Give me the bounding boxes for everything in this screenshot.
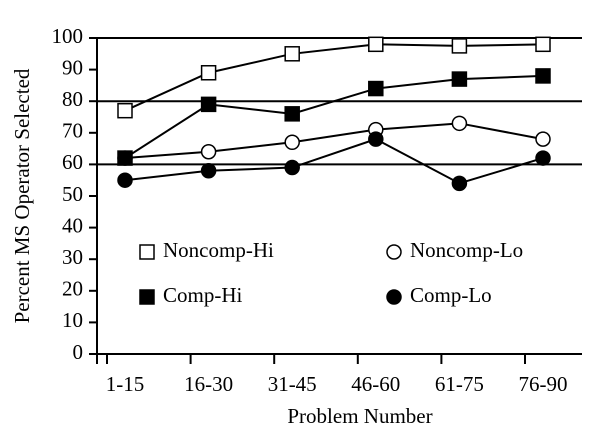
data-point xyxy=(200,65,217,81)
series-line xyxy=(124,43,544,112)
x-tick-label: 76-90 xyxy=(519,372,568,396)
data-point xyxy=(451,115,468,132)
data-point xyxy=(117,150,133,166)
data-point xyxy=(284,159,300,176)
x-tick-label: 61-75 xyxy=(435,372,484,396)
y-tick-label: 10 xyxy=(62,308,83,332)
data-point xyxy=(368,80,384,97)
y-tick-label: 80 xyxy=(62,87,83,111)
legend-marker xyxy=(386,289,402,305)
y-tick-label: 70 xyxy=(62,119,83,143)
data-point xyxy=(451,71,468,87)
data-point xyxy=(451,175,468,192)
data-point xyxy=(535,131,551,147)
data-point xyxy=(535,36,551,53)
data-point xyxy=(535,150,551,166)
y-axis-label: Percent MS Operator Selected xyxy=(10,68,34,323)
legend-label: Comp-Hi xyxy=(163,283,243,307)
data-point xyxy=(284,106,300,122)
series-line xyxy=(124,138,544,185)
legend-label: Noncomp-Lo xyxy=(410,238,523,262)
y-tick-label: 20 xyxy=(62,277,83,301)
data-point xyxy=(284,134,300,151)
y-tick-label: 90 xyxy=(62,55,83,79)
data-point xyxy=(368,36,384,53)
y-tick-label: 0 xyxy=(73,340,84,364)
y-tick-label: 40 xyxy=(62,213,83,237)
x-tick-label: 16-30 xyxy=(184,372,233,396)
series-line xyxy=(124,122,544,160)
legend-label: Comp-Lo xyxy=(410,283,492,307)
data-point xyxy=(284,46,300,62)
legend-label: Noncomp-Hi xyxy=(163,238,274,262)
y-tick-label: 50 xyxy=(62,182,83,206)
y-tick-label: 100 xyxy=(52,24,84,48)
data-point xyxy=(451,38,468,54)
x-axis-label: Problem Number xyxy=(287,404,432,428)
legend-marker xyxy=(139,244,155,260)
data-point xyxy=(368,131,384,147)
data-point xyxy=(200,144,217,160)
y-tick-label: 30 xyxy=(62,245,83,269)
legend-marker xyxy=(386,244,402,260)
data-point xyxy=(535,68,551,84)
data-point xyxy=(200,96,217,113)
series-line xyxy=(124,74,544,159)
data-point xyxy=(200,162,217,179)
x-tick-label: 46-60 xyxy=(351,372,400,396)
x-tick-label: 1-15 xyxy=(106,372,145,396)
data-point xyxy=(117,102,133,119)
legend-marker xyxy=(139,289,155,305)
x-tick-label: 31-45 xyxy=(268,372,317,396)
y-tick-label: 60 xyxy=(62,150,83,174)
data-point xyxy=(117,172,133,188)
